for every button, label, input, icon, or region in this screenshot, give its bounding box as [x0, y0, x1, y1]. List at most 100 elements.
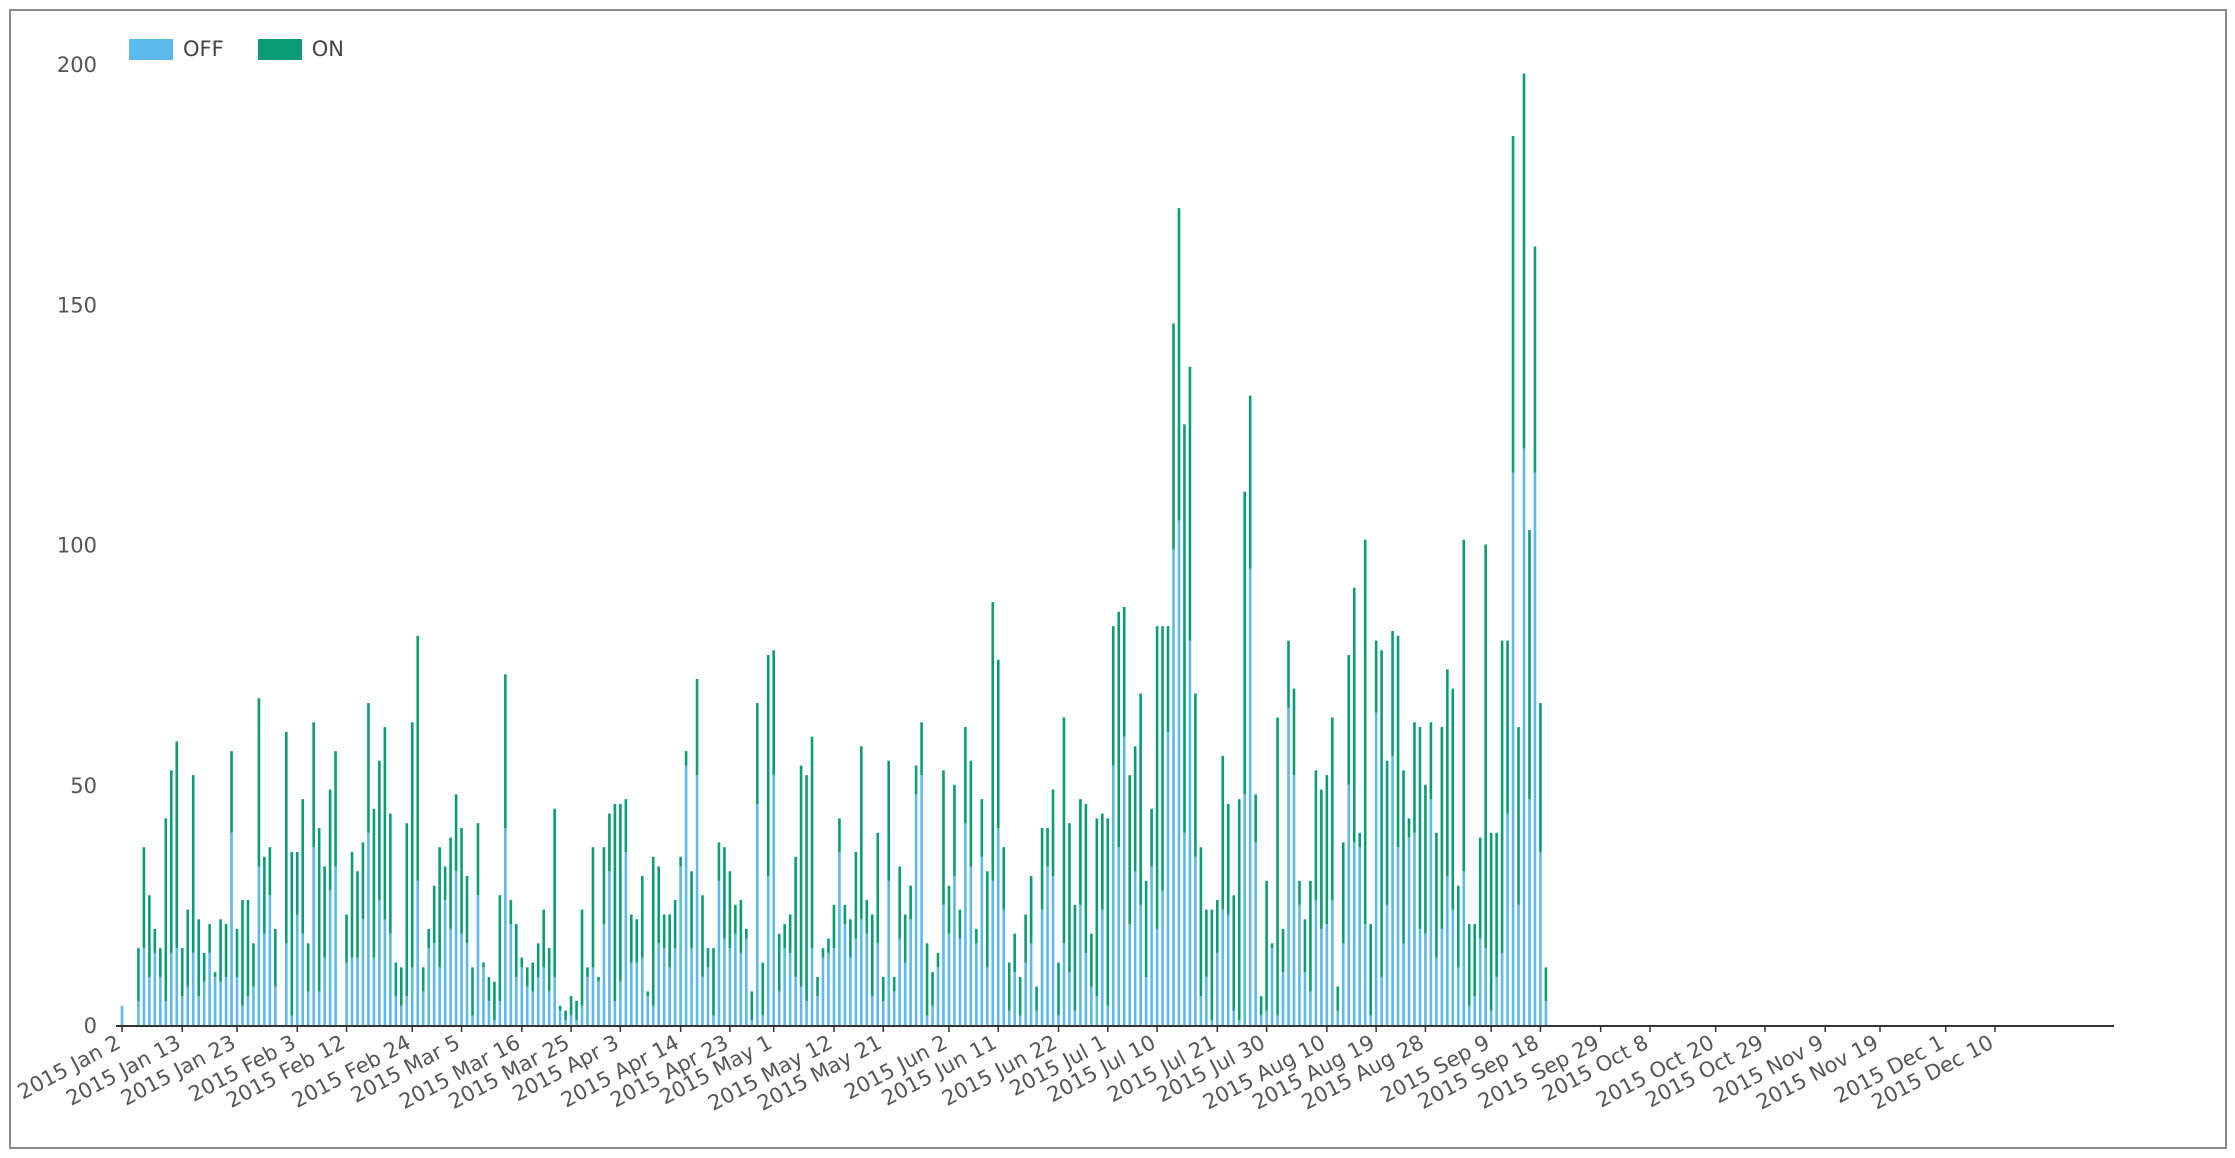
bar-off: [449, 928, 452, 1025]
bar-on: [1029, 876, 1033, 944]
bar-off: [580, 1005, 584, 1025]
bar-on: [777, 933, 781, 992]
bar-on: [1473, 924, 1477, 997]
bar-on: [460, 827, 463, 934]
bar-off: [1243, 794, 1246, 1025]
bar-off: [1270, 948, 1274, 1025]
bar-on: [1155, 626, 1159, 929]
bar-off: [476, 895, 480, 1025]
bar-off: [892, 991, 896, 1025]
bar-off: [712, 1015, 715, 1025]
bar-off: [849, 957, 852, 1025]
y-tick-label: 0: [84, 1014, 97, 1038]
bar-on: [301, 799, 305, 934]
bar-off: [1462, 871, 1466, 1025]
bar-off: [186, 986, 190, 1025]
bar-on: [772, 650, 776, 776]
bar-off: [701, 976, 704, 1025]
bar-off: [1374, 712, 1378, 1025]
bar-on: [1205, 909, 1208, 977]
y-tick-label: 200: [57, 53, 97, 77]
bar-on: [1248, 395, 1252, 569]
bar-on: [416, 635, 420, 881]
bar-off: [471, 1015, 474, 1025]
bar-off: [295, 914, 299, 1025]
bar-off: [159, 976, 162, 1025]
bar-off: [832, 948, 836, 1025]
bar-on: [575, 1000, 578, 1021]
bar-on: [892, 976, 896, 992]
bar-on: [1391, 630, 1394, 756]
bar-on: [739, 900, 743, 953]
bar-off: [635, 962, 639, 1025]
bar-on: [547, 948, 551, 992]
bar-on: [432, 885, 436, 944]
bar-on: [1336, 986, 1340, 1011]
bar-off: [1205, 976, 1208, 1025]
bar-on: [383, 727, 387, 920]
bar-off: [734, 933, 737, 1025]
bar-on: [920, 722, 923, 776]
bar-off: [219, 981, 222, 1025]
bar-off: [1473, 996, 1477, 1025]
bar-off: [1232, 1010, 1236, 1025]
bar-on: [608, 813, 611, 872]
bar-on: [1303, 919, 1307, 973]
bar-off: [558, 1010, 562, 1025]
bar-on: [827, 938, 830, 953]
bar-on: [1484, 544, 1487, 949]
bar-off: [515, 976, 518, 1025]
bar-on: [887, 760, 891, 881]
bar-on: [1265, 880, 1268, 1011]
bar-off: [169, 952, 173, 1025]
bar-on: [274, 928, 277, 987]
bar-off: [1062, 943, 1066, 1025]
bar-off: [1298, 904, 1301, 1025]
bar-off: [1320, 928, 1323, 1025]
bar-off: [1188, 640, 1192, 1025]
bar-on: [630, 914, 633, 963]
bar-off: [224, 976, 228, 1025]
bar-off: [1500, 952, 1504, 1025]
bar-off: [438, 967, 441, 1025]
bar-off: [1024, 962, 1027, 1025]
bar-on: [1084, 803, 1088, 953]
bar-off: [1040, 909, 1044, 1025]
bar-on: [1166, 626, 1170, 732]
bar-on: [673, 900, 677, 949]
bar-on: [1435, 832, 1438, 958]
bar-on: [142, 847, 146, 949]
bar-off: [1057, 1015, 1060, 1025]
bar-off: [723, 938, 726, 1025]
bar-off: [881, 1000, 885, 1025]
bar-off: [175, 948, 179, 1025]
legend-item-off[interactable]: OFF: [129, 37, 224, 61]
bar-off: [854, 938, 858, 1025]
bar-off: [383, 919, 387, 1025]
bar-on: [942, 770, 945, 905]
bar-off: [1018, 1015, 1022, 1025]
bar-off: [690, 948, 693, 1025]
bar-off: [777, 991, 781, 1025]
bar-on: [449, 837, 452, 929]
bar-off: [180, 996, 184, 1025]
bar-off: [1172, 549, 1175, 1025]
bar-on: [1358, 832, 1362, 848]
bar-on: [788, 914, 792, 953]
bar-on: [662, 914, 666, 949]
bar-on: [153, 928, 157, 953]
bar-off: [651, 1005, 655, 1025]
bar-on: [651, 856, 655, 1006]
bar-off: [619, 981, 622, 1025]
legend-item-on[interactable]: ON: [257, 37, 344, 61]
bar-off: [1013, 972, 1016, 1025]
bar-off: [1303, 972, 1307, 1025]
bar-off: [1292, 775, 1296, 1025]
bar-off: [1418, 928, 1422, 1025]
bar-on: [794, 856, 797, 977]
bar-off: [586, 976, 589, 1025]
bar-on: [1210, 909, 1214, 1021]
bar-on: [1281, 928, 1285, 973]
bar-off: [432, 943, 436, 1025]
bar-off: [1155, 928, 1159, 1025]
